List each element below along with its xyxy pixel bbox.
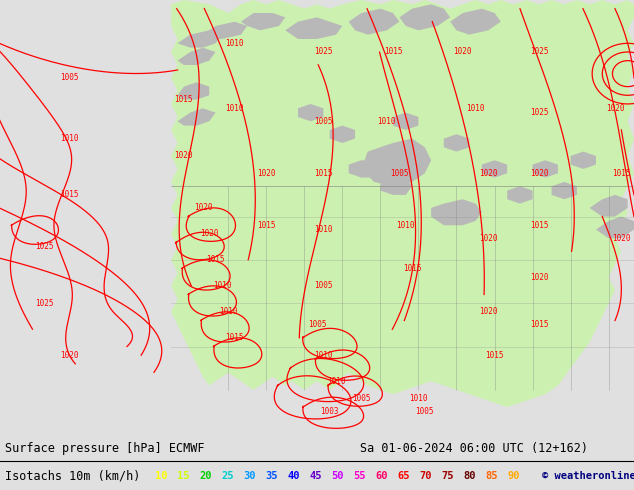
Polygon shape [285,17,342,39]
Text: 1020: 1020 [479,169,498,178]
Text: 55: 55 [353,471,365,481]
Text: 1025: 1025 [314,48,333,56]
Text: 1025: 1025 [35,299,54,308]
Polygon shape [444,134,469,151]
Polygon shape [431,199,482,225]
Text: 1010: 1010 [212,281,231,291]
Text: Sa 01-06-2024 06:00 UTC (12+162): Sa 01-06-2024 06:00 UTC (12+162) [360,441,588,455]
Polygon shape [533,160,558,177]
Text: 1025: 1025 [529,108,548,117]
Text: 1005: 1005 [307,320,327,329]
Text: 1010: 1010 [225,39,244,48]
Polygon shape [571,151,596,169]
Polygon shape [349,9,399,35]
Text: 1020: 1020 [605,104,624,113]
Text: 1015: 1015 [257,220,276,230]
Polygon shape [590,195,628,217]
Text: 1020: 1020 [612,234,631,243]
Text: 1015: 1015 [314,169,333,178]
Polygon shape [596,217,634,238]
Text: 1025: 1025 [35,243,54,251]
Text: 70: 70 [419,471,432,481]
Text: 1005: 1005 [314,281,333,291]
Text: 1010: 1010 [327,377,346,386]
Text: 15: 15 [177,471,190,481]
Text: 1015: 1015 [529,320,548,329]
Text: 1005: 1005 [60,74,79,82]
Polygon shape [349,160,380,177]
Text: 40: 40 [287,471,299,481]
Text: 10: 10 [155,471,167,481]
Text: 20: 20 [199,471,212,481]
Text: 25: 25 [221,471,233,481]
Text: 1020: 1020 [257,169,276,178]
Polygon shape [380,177,412,195]
Polygon shape [241,13,285,30]
Text: 1015: 1015 [485,351,504,360]
Text: 1020: 1020 [479,234,498,243]
Text: 1025: 1025 [529,48,548,56]
Polygon shape [361,139,431,186]
Text: 1015: 1015 [174,95,193,104]
Text: 90: 90 [507,471,519,481]
Text: 85: 85 [485,471,498,481]
Text: 1020: 1020 [479,307,498,317]
Text: 45: 45 [309,471,321,481]
Text: 1010: 1010 [396,220,415,230]
Text: 1005: 1005 [314,117,333,126]
Polygon shape [330,125,355,143]
Text: 1015: 1015 [529,220,548,230]
Text: 1010: 1010 [219,307,238,317]
Text: 1005: 1005 [352,394,371,403]
Text: 1005: 1005 [415,407,434,416]
Text: 1015: 1015 [225,333,244,343]
Text: 1020: 1020 [60,351,79,360]
Text: 1020: 1020 [453,48,472,56]
Text: 1020: 1020 [174,151,193,160]
Polygon shape [171,0,634,407]
Text: Surface pressure [hPa] ECMWF: Surface pressure [hPa] ECMWF [5,441,205,455]
Text: 1020: 1020 [193,203,212,213]
Text: 35: 35 [265,471,278,481]
Text: 60: 60 [375,471,387,481]
Text: 1010: 1010 [225,104,244,113]
Text: 80: 80 [463,471,476,481]
Text: 1015: 1015 [60,191,79,199]
Polygon shape [178,30,222,48]
Text: 50: 50 [331,471,344,481]
Text: © weatheronline.co.uk: © weatheronline.co.uk [542,471,634,481]
Text: 1010: 1010 [466,104,485,113]
Text: 30: 30 [243,471,256,481]
Polygon shape [178,48,216,65]
Text: 1010: 1010 [314,351,333,360]
Text: 1010: 1010 [377,117,396,126]
Text: 1020: 1020 [529,273,548,282]
Polygon shape [178,82,209,99]
Polygon shape [298,104,323,122]
Polygon shape [178,108,216,125]
Text: 1003: 1003 [320,407,339,416]
Text: 1010: 1010 [60,134,79,143]
Polygon shape [399,4,450,30]
Text: Isotachs 10m (km/h): Isotachs 10m (km/h) [5,469,140,483]
Text: 1010: 1010 [314,225,333,234]
Text: 65: 65 [397,471,410,481]
Text: 1015: 1015 [612,169,631,178]
Polygon shape [507,186,533,203]
Text: 1020: 1020 [529,169,548,178]
Polygon shape [203,22,247,39]
Text: 1015: 1015 [384,48,403,56]
Polygon shape [450,9,501,35]
Text: 1005: 1005 [390,169,409,178]
Polygon shape [552,182,577,199]
Text: 1015: 1015 [403,264,422,273]
Text: 1010: 1010 [409,394,428,403]
Polygon shape [393,113,418,130]
Text: 1015: 1015 [206,255,225,265]
Text: 75: 75 [441,471,453,481]
Text: 1020: 1020 [200,229,219,239]
Polygon shape [482,160,507,177]
